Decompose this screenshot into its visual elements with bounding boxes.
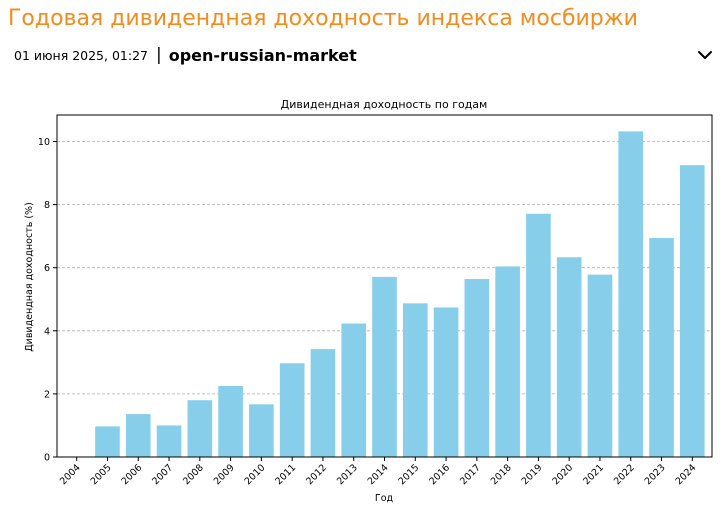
meta-separator: | [155, 44, 162, 65]
bar-2014 [372, 276, 397, 457]
y-axis-ticks: 0 2 4 6 8 10 [38, 137, 57, 464]
chart-title: Дивидендная доходность по годам [281, 98, 488, 111]
x-axis-ticks: 2004 2005 2006 2007 2008 2009 2010 2011 2012 2013… [58, 457, 698, 487]
y-tick-label: 4 [44, 326, 50, 337]
post-source[interactable]: open-russian-market [168, 45, 357, 65]
x-tick-label: 2022 [612, 462, 637, 487]
x-tick-label: 2004 [58, 462, 83, 487]
bar-2020 [556, 257, 582, 457]
bar-2024 [679, 165, 705, 457]
bar-2009 [218, 386, 243, 457]
y-tick-label: 6 [44, 263, 50, 274]
x-tick-label: 2013 [335, 462, 360, 487]
x-tick-label: 2009 [212, 462, 237, 487]
dividend-yield-chart: Дивидендная доходность по годам 0246810 … [24, 98, 713, 504]
x-tick-label: 2007 [150, 462, 175, 487]
x-tick-label: 2010 [243, 462, 268, 487]
bar-2015 [402, 303, 428, 457]
expand-toggle-button[interactable] [694, 44, 716, 66]
bar-2016 [433, 307, 459, 457]
bar-2021 [587, 274, 613, 457]
bar-2008 [187, 400, 213, 457]
bar-2012 [310, 349, 336, 457]
x-tick-label: 2005 [89, 462, 114, 487]
x-tick-label: 2014 [366, 462, 391, 487]
bar-2018 [495, 266, 520, 457]
x-tick-label: 2012 [304, 462, 329, 487]
x-tick-label: 2011 [273, 462, 298, 487]
x-tick-label: 2020 [550, 462, 575, 487]
bar-2022 [618, 131, 644, 458]
post-meta: 01 июня 2025, 01:27 | open-russian-marke… [14, 43, 716, 67]
post-date: 01 июня 2025, 01:27 [14, 47, 148, 63]
y-tick-label: 0 [44, 453, 50, 464]
bar-2007 [156, 425, 182, 457]
chart-bars [95, 131, 705, 458]
x-tick-label: 2018 [489, 462, 514, 487]
bar-2013 [341, 323, 367, 457]
bar-2005 [95, 426, 120, 457]
bar-2017 [464, 279, 490, 457]
y-axis-label: Дивидендная доходность (%) [24, 202, 35, 352]
y-tick-label: 2 [44, 389, 50, 400]
x-tick-label: 2015 [397, 462, 422, 487]
x-tick-label: 2023 [643, 462, 668, 487]
y-tick-label: 8 [44, 200, 50, 211]
chevron-down-icon [698, 51, 712, 59]
x-tick-label: 2019 [520, 462, 545, 487]
x-tick-label: 2024 [674, 462, 699, 487]
bar-2019 [526, 213, 551, 457]
x-tick-label: 2017 [458, 462, 483, 487]
x-tick-label: 2021 [581, 462, 606, 487]
bar-2011 [279, 363, 305, 457]
x-tick-label: 2016 [427, 462, 452, 487]
bar-2023 [649, 238, 674, 457]
x-tick-label: 2008 [181, 462, 206, 487]
x-axis-label: Год [375, 493, 394, 504]
chart-container: Дивидендная доходность по годам 0 2 4 6 8 10 … [0, 88, 724, 526]
y-tick-label: 10 [38, 137, 50, 148]
x-tick-label: 2006 [119, 462, 144, 487]
bar-2010 [249, 404, 274, 457]
bar-2006 [125, 414, 151, 457]
post-title: Годовая дивидендная доходность индекса м… [8, 6, 638, 31]
